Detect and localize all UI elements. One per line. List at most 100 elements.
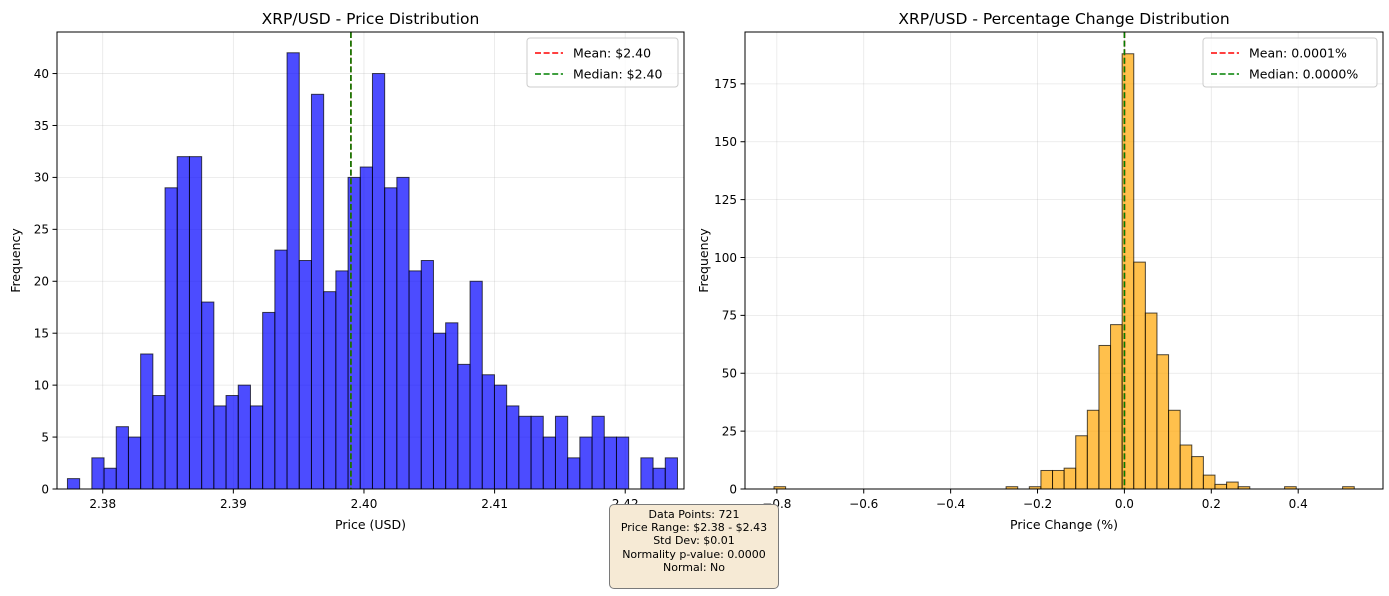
chart2-bar-36 bbox=[1191, 456, 1204, 490]
chart2-legend: Mean: 0.0001% Median: 0.0000% bbox=[1202, 37, 1378, 88]
chart2-bar-39 bbox=[1226, 481, 1239, 490]
chart2-legend-box bbox=[1202, 37, 1378, 88]
chart2-bar-29 bbox=[1110, 324, 1123, 490]
chart2-xtick-label-1: −0.6 bbox=[849, 497, 878, 511]
chart2-bar-24 bbox=[1052, 469, 1065, 490]
chart1-bar-15 bbox=[249, 405, 264, 490]
chart2-group: −0.8−0.6−0.4−0.20.00.20.4025507510012515… bbox=[696, 10, 1384, 532]
chart1-bar-24 bbox=[359, 166, 373, 490]
chart2-bar-25 bbox=[1063, 467, 1077, 490]
chart1-xtick-label-2: 2.40 bbox=[351, 497, 378, 511]
chart1-bar-44 bbox=[603, 436, 617, 490]
chart1-bar-20 bbox=[310, 93, 325, 490]
chart1-bar-21 bbox=[323, 291, 337, 490]
chart2-legend-median-label: Median: 0.0000% bbox=[1249, 66, 1358, 81]
chart2-legend-mean-label: Mean: 0.0001% bbox=[1249, 45, 1347, 60]
chart1-y-axis-label: Frequency bbox=[8, 228, 23, 293]
chart1-group: 2.382.392.402.412.420510152025303540XRP/… bbox=[8, 10, 685, 532]
chart1-title: XRP/USD - Price Distribution bbox=[262, 10, 480, 28]
chart1-ytick-label-3: 15 bbox=[34, 327, 49, 341]
chart2-xtick-label-5: 0.2 bbox=[1202, 497, 1221, 511]
chart1-bar-12 bbox=[213, 405, 227, 490]
chart2-bar-32 bbox=[1144, 312, 1158, 490]
chart1-xtick-label-1: 2.39 bbox=[220, 497, 247, 511]
chart1-ytick-label-4: 20 bbox=[34, 275, 49, 289]
chart2-xtick-label-2: −0.4 bbox=[936, 497, 965, 511]
chart2-plot-frame bbox=[744, 31, 1384, 490]
chart1-bar-30 bbox=[432, 332, 447, 490]
stats-normality-pvalue: Normality p-value: 0.0000 bbox=[622, 547, 766, 561]
chart1-bar-37 bbox=[518, 415, 532, 490]
chart1-bar-31 bbox=[445, 322, 459, 490]
chart1-bar-23 bbox=[347, 176, 361, 490]
chart2-y-axis-label: Frequency bbox=[696, 228, 711, 293]
chart1-bar-14 bbox=[237, 384, 251, 490]
chart2-bar-37 bbox=[1202, 474, 1216, 490]
chart1-bar-43 bbox=[591, 415, 605, 490]
chart2-ytick-label-1: 25 bbox=[722, 424, 737, 438]
chart2-bar-28 bbox=[1098, 344, 1112, 490]
stats-price-range: Price Range: $2.38 - $2.43 bbox=[620, 521, 768, 535]
chart2-xtick-label-6: 0.4 bbox=[1289, 497, 1308, 511]
chart1-bar-6 bbox=[140, 353, 154, 490]
chart1-bar-38 bbox=[530, 415, 544, 490]
chart2-bar-26 bbox=[1075, 435, 1088, 490]
chart1-ytick-label-5: 25 bbox=[34, 223, 49, 237]
chart1-bar-47 bbox=[640, 457, 654, 490]
chart2-ytick-label-0: 0 bbox=[729, 482, 737, 496]
chart1-bar-22 bbox=[335, 270, 349, 490]
chart1-bar-2 bbox=[91, 457, 105, 490]
chart2-x-axis-label: Price Change (%) bbox=[1010, 517, 1118, 532]
chart2-ytick-label-2: 50 bbox=[722, 367, 737, 381]
chart1-bar-42 bbox=[579, 436, 593, 490]
chart1-bar-32 bbox=[457, 363, 471, 490]
chart2-bar-35 bbox=[1179, 444, 1193, 490]
chart2-bar-27 bbox=[1086, 409, 1100, 490]
chart1-bar-39 bbox=[542, 436, 556, 490]
chart1-bar-10 bbox=[188, 156, 203, 490]
statistics-box: Data Points: 721 Price Range: $2.38 - $2… bbox=[609, 504, 779, 589]
chart1-bar-36 bbox=[506, 405, 520, 490]
chart1-bar-29 bbox=[420, 260, 434, 490]
stats-normal: Normal: No bbox=[663, 560, 725, 574]
chart1-bar-3 bbox=[103, 467, 117, 490]
chart1-bar-28 bbox=[408, 270, 422, 490]
chart2-ytick-label-5: 125 bbox=[714, 193, 737, 207]
chart1-ytick-label-7: 35 bbox=[34, 119, 49, 133]
chart1-ytick-label-1: 5 bbox=[41, 430, 49, 444]
chart1-bar-18 bbox=[286, 52, 300, 490]
chart1-bar-17 bbox=[274, 249, 288, 490]
chart1-bar-19 bbox=[298, 260, 312, 490]
chart1-bar-48 bbox=[652, 467, 666, 490]
chart1-bar-5 bbox=[127, 436, 142, 490]
chart1-bar-16 bbox=[262, 311, 276, 490]
chart2-ytick-label-6: 150 bbox=[714, 135, 737, 149]
chart2-bar-34 bbox=[1168, 409, 1181, 490]
chart1-bar-4 bbox=[115, 426, 129, 490]
chart1-bar-27 bbox=[396, 176, 410, 490]
chart1-bar-7 bbox=[152, 395, 166, 490]
chart1-bar-49 bbox=[664, 457, 678, 490]
chart2-bar-23 bbox=[1040, 469, 1054, 490]
chart1-legend-box bbox=[526, 37, 679, 88]
chart1-bar-40 bbox=[554, 415, 569, 490]
chart1-bar-25 bbox=[371, 73, 386, 490]
chart1-x-axis-label: Price (USD) bbox=[335, 517, 406, 532]
chart2-xtick-label-4: 0.0 bbox=[1115, 497, 1134, 511]
chart1-ytick-label-2: 10 bbox=[34, 378, 49, 392]
chart2-ytick-label-4: 100 bbox=[714, 251, 737, 265]
chart2-bar-31 bbox=[1133, 261, 1146, 490]
chart1-bar-45 bbox=[615, 436, 630, 490]
chart2-bar-38 bbox=[1214, 483, 1228, 490]
chart1-ytick-label-6: 30 bbox=[34, 171, 49, 185]
chart1-bar-35 bbox=[493, 384, 508, 490]
chart1-plot-frame bbox=[56, 31, 685, 490]
chart1-bar-13 bbox=[225, 395, 239, 490]
chart1-bar-9 bbox=[176, 156, 190, 490]
chart1-bar-33 bbox=[469, 280, 483, 490]
chart1-bar-8 bbox=[164, 187, 178, 490]
chart1-legend-median-label: Median: $2.40 bbox=[573, 66, 662, 81]
chart1-ytick-label-8: 40 bbox=[34, 67, 49, 81]
stats-std-dev: Std Dev: $0.01 bbox=[653, 534, 735, 548]
